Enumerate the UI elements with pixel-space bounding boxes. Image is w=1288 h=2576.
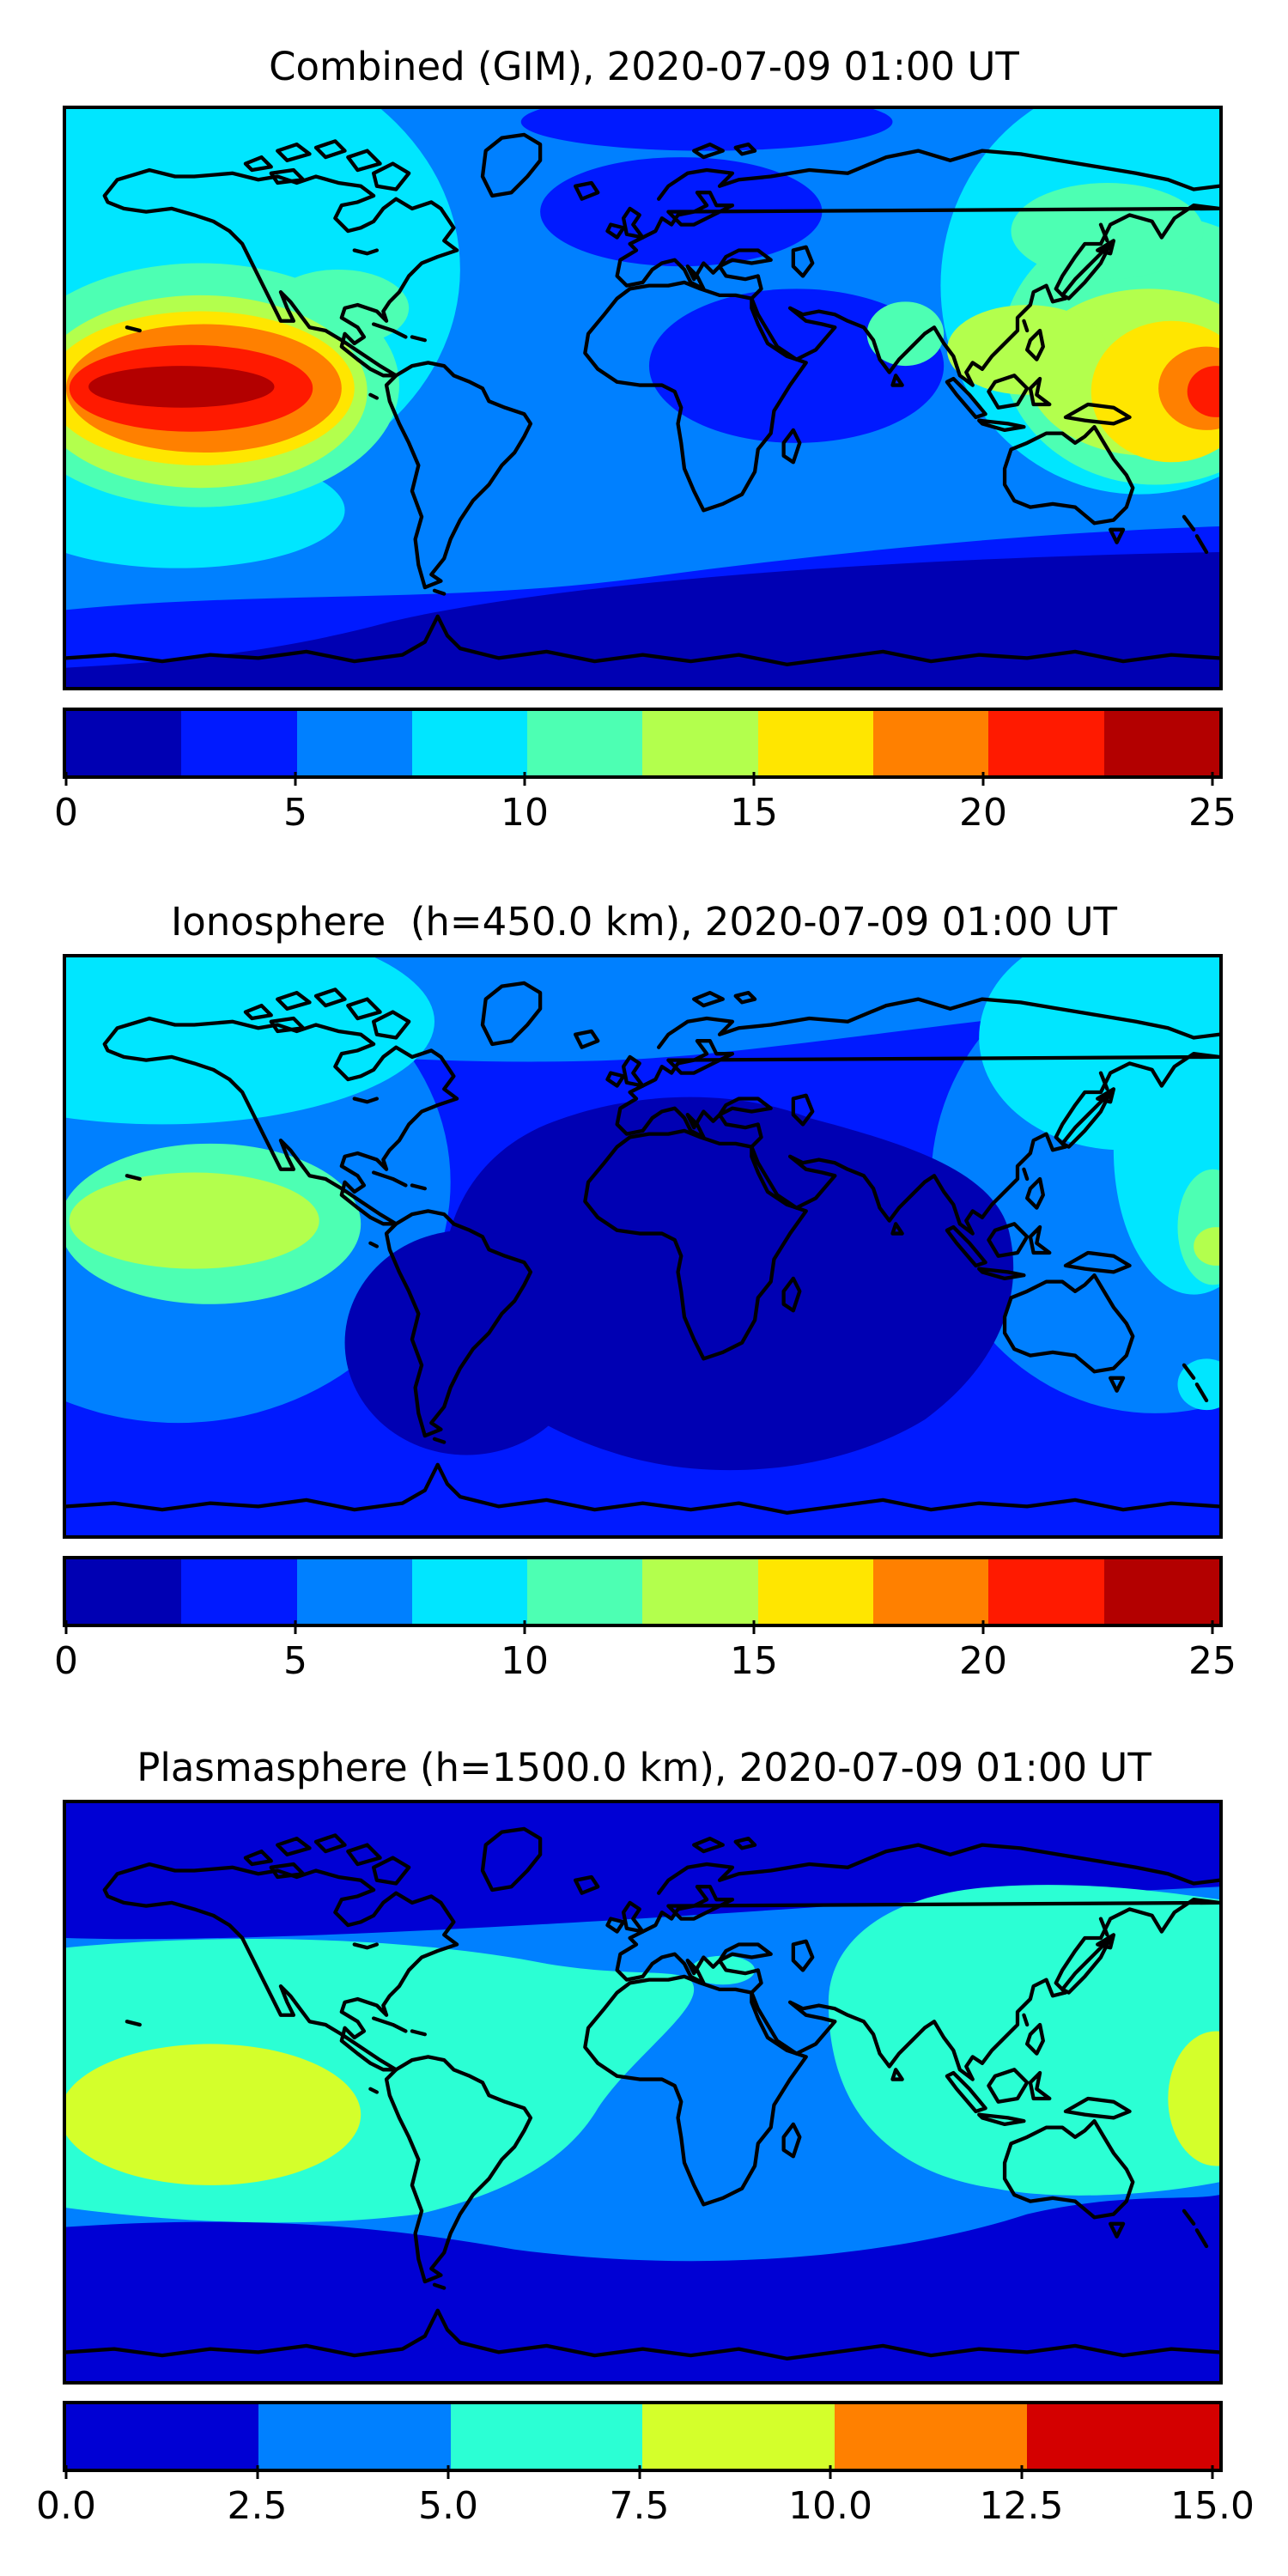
colorbar-tick-mark: [523, 1620, 526, 1634]
colorbar-tick-mark: [1211, 1620, 1214, 1634]
panel2-contour-fills: [66, 957, 1219, 1535]
colorbar-tick-label: 15: [730, 1639, 778, 1683]
colorbar-tick-label: 20: [959, 1639, 1007, 1683]
colorbar-tick-label: 7.5: [609, 2484, 670, 2528]
panel3-contour-map: [66, 1803, 1219, 2381]
colorbar-tick-mark: [981, 1620, 985, 1634]
colorbar-tick-mark: [256, 2465, 258, 2479]
panel3-colorbar: [63, 2401, 1223, 2472]
colorbar-tick-mark: [523, 772, 526, 786]
panel3-title: Plasmasphere (h=1500.0 km), 2020-07-09 0…: [137, 1745, 1151, 1790]
panel2-title: Ionosphere (h=450.0 km), 2020-07-09 01:0…: [170, 899, 1118, 945]
colorbar-segment: [873, 711, 989, 775]
colorbar-segment: [66, 711, 182, 775]
panel1-map: [63, 106, 1223, 690]
panel3-colorbar-ticks: 0.0 2.5 5.0 7.5 10.0 12.5 15.0: [36, 2465, 1255, 2543]
colorbar-tick-mark: [752, 1620, 756, 1634]
colorbar-segment: [1103, 1559, 1219, 1624]
colorbar-segment: [1103, 711, 1219, 775]
colorbar-tick-mark: [1211, 772, 1214, 786]
colorbar-tick-label: 2.5: [227, 2484, 288, 2528]
colorbar-segment: [527, 711, 643, 775]
colorbar-segment: [642, 711, 758, 775]
colorbar-tick-label: 5: [283, 1639, 307, 1683]
colorbar-tick-mark: [64, 2465, 68, 2479]
colorbar-tick-mark: [64, 1620, 68, 1634]
colorbar-segment: [835, 2404, 1028, 2469]
colorbar-segment: [642, 2404, 835, 2469]
colorbar-tick-mark: [64, 772, 68, 786]
colorbar-tick-label: 0: [54, 1639, 78, 1683]
colorbar-segment: [66, 1559, 182, 1624]
colorbar-tick-label: 0: [54, 791, 78, 835]
colorbar-tick-mark: [447, 2465, 450, 2479]
colorbar-tick-label: 15: [730, 791, 778, 835]
colorbar-tick-label: 12.5: [979, 2484, 1064, 2528]
colorbar-segment: [450, 2404, 643, 2469]
colorbar-tick-mark: [829, 2465, 832, 2479]
panel1-contour-fills: [66, 109, 1219, 687]
panel2-colorbar: [63, 1556, 1223, 1627]
panel3-contour-fills: [66, 1803, 1219, 2381]
colorbar-tick-label: 15.0: [1170, 2484, 1255, 2528]
panel1-title: Combined (GIM), 2020-07-09 01:00 UT: [269, 44, 1019, 89]
colorbar-segment: [757, 711, 874, 775]
colorbar-tick-label: 25: [1188, 1639, 1236, 1683]
colorbar-segment: [181, 1559, 297, 1624]
colorbar-tick-mark: [1020, 2465, 1023, 2479]
colorbar-segment: [873, 1559, 989, 1624]
colorbar-segment: [1027, 2404, 1219, 2469]
colorbar-segment: [296, 1559, 412, 1624]
colorbar-tick-mark: [294, 1620, 297, 1634]
colorbar-tick-mark: [638, 2465, 641, 2479]
colorbar-tick-label: 10.0: [788, 2484, 872, 2528]
colorbar-segment: [988, 711, 1104, 775]
colorbar-tick-label: 5: [283, 791, 307, 835]
colorbar-segment: [296, 711, 412, 775]
colorbar-tick-mark: [752, 772, 756, 786]
panel1-colorbar: [63, 708, 1223, 779]
colorbar-segment: [66, 2404, 258, 2469]
colorbar-tick-label: 10: [501, 1639, 549, 1683]
colorbar-tick-label: 0.0: [36, 2484, 96, 2528]
colorbar-segment: [411, 1559, 528, 1624]
colorbar-tick-label: 25: [1188, 791, 1236, 835]
colorbar-segment: [181, 711, 297, 775]
panel2-colorbar-ticks: 0 5 10 15 20 25: [54, 1620, 1236, 1698]
panel2-map: [63, 954, 1223, 1539]
colorbar-tick-mark: [981, 772, 985, 786]
colorbar-tick-mark: [294, 772, 297, 786]
colorbar-segment: [411, 711, 528, 775]
colorbar-tick-label: 20: [959, 791, 1007, 835]
colorbar-segment: [988, 1559, 1104, 1624]
panel3-map: [63, 1800, 1223, 2385]
colorbar-segment: [642, 1559, 758, 1624]
colorbar-segment: [258, 2404, 451, 2469]
colorbar-tick-label: 5.0: [418, 2484, 478, 2528]
panel1-colorbar-ticks: 0 5 10 15 20 25: [54, 772, 1236, 849]
colorbar-segment: [527, 1559, 643, 1624]
colorbar-tick-mark: [1211, 2465, 1214, 2479]
colorbar-segment: [757, 1559, 874, 1624]
colorbar-tick-label: 10: [501, 791, 549, 835]
panel2-contour-map: [66, 957, 1219, 1535]
panel1-contour-map: [66, 109, 1219, 687]
